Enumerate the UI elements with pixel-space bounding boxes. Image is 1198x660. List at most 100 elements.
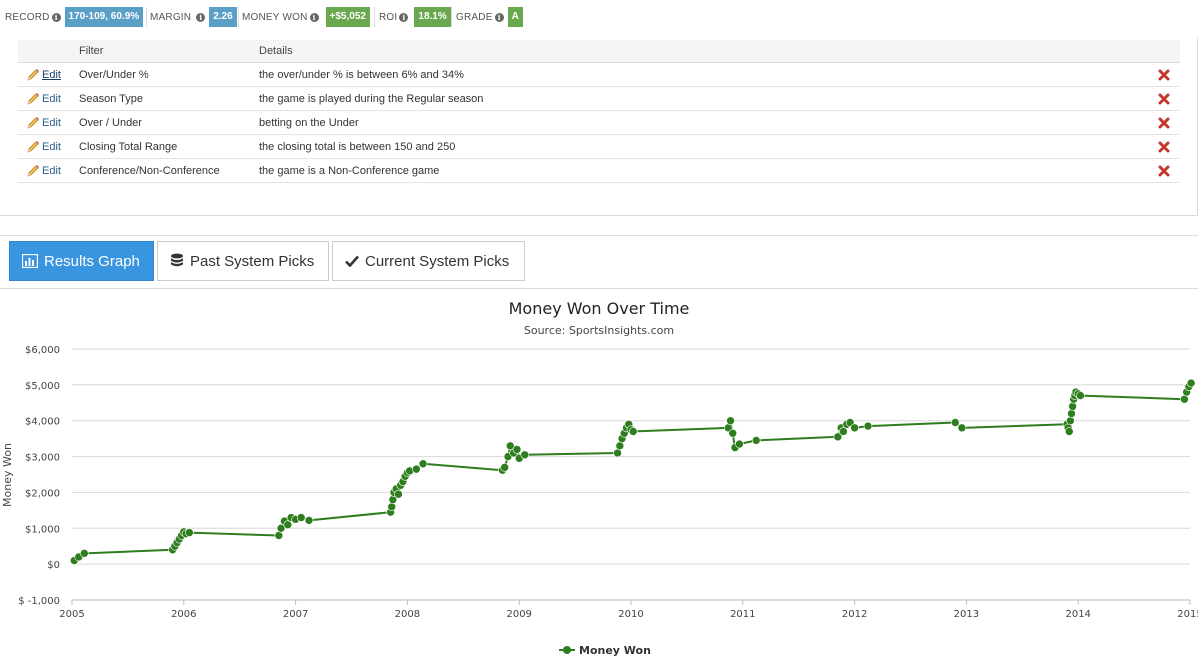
checkmark-icon bbox=[345, 255, 359, 267]
data-point[interactable] bbox=[296, 513, 306, 522]
divider bbox=[238, 7, 239, 27]
edit-cell: Edit bbox=[26, 111, 61, 134]
x-tick-label: 2008 bbox=[395, 609, 420, 620]
data-point[interactable] bbox=[1076, 391, 1085, 400]
tab-bar: Results Graph Past System Picks Current … bbox=[0, 235, 1198, 289]
edit-link[interactable]: Edit bbox=[42, 164, 61, 177]
data-point[interactable] bbox=[274, 531, 284, 540]
info-icon[interactable]: i bbox=[309, 12, 319, 22]
edit-link[interactable]: Edit bbox=[42, 116, 61, 129]
y-tick-label: $ -1,000 bbox=[18, 596, 60, 607]
data-point[interactable] bbox=[950, 418, 960, 427]
y-tick-label: $3,000 bbox=[25, 453, 60, 464]
filters-table: Filter Details Edit Over/Under % the over/… bbox=[18, 40, 1180, 183]
y-axis-label: Money Won bbox=[1, 443, 14, 507]
tab-results-graph[interactable]: Results Graph bbox=[9, 241, 154, 281]
details-column-header: Details bbox=[259, 45, 293, 57]
record-label: RECORD bbox=[5, 11, 50, 23]
info-icon[interactable]: i bbox=[494, 12, 504, 22]
data-point[interactable] bbox=[500, 463, 509, 472]
grade-badge: A bbox=[507, 7, 523, 27]
data-point[interactable] bbox=[512, 445, 522, 454]
tab-past-system-picks[interactable]: Past System Picks bbox=[157, 241, 329, 281]
data-point[interactable] bbox=[505, 441, 515, 451]
table-header: Filter Details bbox=[18, 40, 1180, 63]
data-point[interactable] bbox=[304, 516, 314, 525]
divider bbox=[374, 7, 375, 27]
data-point[interactable] bbox=[1067, 409, 1076, 418]
data-point[interactable] bbox=[1068, 402, 1077, 411]
data-point[interactable] bbox=[615, 441, 625, 451]
edit-link[interactable]: Edit bbox=[42, 92, 61, 105]
data-point[interactable] bbox=[412, 464, 421, 474]
table-row: Edit Conference/Non-Conference the game is… bbox=[18, 159, 1180, 183]
filter-name: Over / Under bbox=[79, 116, 142, 129]
filter-details: the game is a Non-Conference game bbox=[259, 164, 440, 177]
y-tick-label: $2,000 bbox=[25, 488, 60, 499]
data-point[interactable] bbox=[839, 427, 848, 436]
data-point[interactable] bbox=[863, 421, 873, 431]
delete-icon[interactable] bbox=[1158, 69, 1170, 81]
roi-stat: ROI i 18.1% bbox=[379, 7, 451, 27]
delete-icon[interactable] bbox=[1158, 141, 1170, 153]
tab-results-label: Results Graph bbox=[44, 252, 140, 270]
edit-link[interactable]: Edit bbox=[42, 140, 61, 153]
filter-details: the closing total is between 150 and 250 bbox=[259, 140, 456, 153]
info-icon[interactable]: i bbox=[51, 12, 61, 22]
data-point[interactable] bbox=[185, 528, 194, 537]
money-badge: +$5,052 bbox=[325, 7, 370, 27]
data-point[interactable] bbox=[520, 450, 530, 460]
data-point[interactable] bbox=[418, 459, 428, 469]
data-point[interactable] bbox=[1066, 416, 1075, 426]
table-row: Edit Season Type the game is played during… bbox=[18, 87, 1180, 111]
grade-label: GRADE bbox=[456, 11, 493, 23]
edit-link[interactable]: Edit bbox=[42, 68, 61, 81]
data-point[interactable] bbox=[387, 502, 397, 512]
divider bbox=[451, 7, 452, 27]
filter-column-header: Filter bbox=[79, 45, 104, 57]
delete-icon[interactable] bbox=[1158, 117, 1170, 129]
data-point[interactable] bbox=[728, 428, 738, 438]
data-point[interactable] bbox=[628, 427, 638, 436]
edit-cell: Edit bbox=[26, 63, 61, 86]
filter-details: betting on the Under bbox=[259, 116, 359, 129]
data-point[interactable] bbox=[394, 489, 403, 499]
record-stat: RECORD i 170-109, 60.9% bbox=[5, 7, 144, 27]
data-point[interactable] bbox=[613, 448, 622, 458]
roi-label: ROI bbox=[379, 11, 398, 23]
legend[interactable]: Money Won bbox=[559, 644, 651, 657]
tab-current-label: Current System Picks bbox=[365, 252, 510, 270]
data-point[interactable] bbox=[735, 439, 744, 449]
data-point[interactable] bbox=[283, 520, 293, 529]
data-point[interactable] bbox=[833, 432, 843, 442]
data-point[interactable] bbox=[1064, 427, 1074, 436]
data-point[interactable] bbox=[957, 423, 967, 433]
data-point[interactable] bbox=[276, 523, 286, 533]
data-point[interactable] bbox=[79, 549, 89, 558]
x-tick-label: 2006 bbox=[171, 609, 196, 620]
info-icon[interactable]: i bbox=[399, 12, 409, 22]
chart-canvas: Money Won Over Time Source: SportsInsigh… bbox=[1, 299, 1198, 657]
delete-icon[interactable] bbox=[1158, 93, 1170, 105]
pencil-icon bbox=[27, 68, 39, 81]
filter-name: Closing Total Range bbox=[79, 140, 178, 153]
filter-name: Conference/Non-Conference bbox=[79, 164, 220, 177]
data-point[interactable] bbox=[726, 416, 735, 426]
divider bbox=[146, 7, 147, 27]
table-row: Edit Over/Under % the over/under % is betw… bbox=[18, 63, 1180, 87]
pencil-icon bbox=[27, 116, 39, 129]
x-tick-label: 2010 bbox=[618, 609, 643, 620]
info-icon[interactable]: i bbox=[196, 12, 206, 22]
delete-cell bbox=[1158, 159, 1170, 182]
y-tick-label: $0 bbox=[47, 560, 60, 571]
data-point[interactable] bbox=[751, 436, 761, 445]
money-stat: MONEY WON i +$5,052 bbox=[242, 7, 370, 27]
tab-current-system-picks[interactable]: Current System Picks bbox=[332, 241, 525, 281]
data-point[interactable] bbox=[1186, 378, 1196, 388]
delete-icon[interactable] bbox=[1158, 165, 1170, 177]
data-point[interactable] bbox=[1180, 394, 1189, 404]
data-point[interactable] bbox=[850, 423, 859, 433]
legend-label: Money Won bbox=[579, 644, 651, 657]
table-body: Edit Over/Under % the over/under % is betw… bbox=[18, 63, 1180, 183]
pencil-icon bbox=[27, 164, 39, 177]
